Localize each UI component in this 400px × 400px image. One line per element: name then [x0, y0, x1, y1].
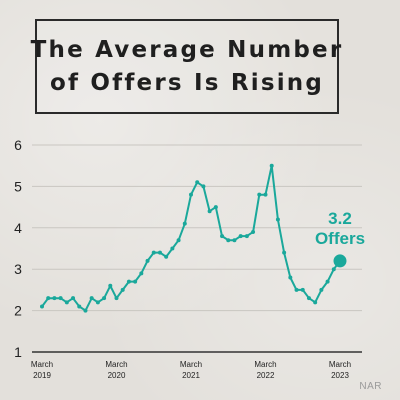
- data-point: [182, 221, 187, 226]
- data-point: [195, 180, 200, 185]
- y-tick-label: 6: [14, 137, 22, 153]
- data-point: [257, 192, 262, 197]
- data-point: [226, 238, 231, 243]
- data-point: [46, 296, 51, 301]
- title-line-2: of Offers Is Rising: [49, 69, 325, 96]
- data-point: [108, 283, 113, 288]
- data-point: [64, 300, 69, 305]
- data-point: [139, 271, 144, 276]
- data-point: [263, 192, 268, 197]
- data-point: [58, 296, 63, 301]
- data-point: [189, 192, 193, 197]
- data-point: [170, 246, 175, 251]
- data-point: [294, 287, 299, 292]
- x-tick-label-month: March: [254, 360, 276, 369]
- data-point: [52, 296, 57, 301]
- title-line-1: The Average Number: [30, 36, 344, 63]
- data-point: [232, 238, 237, 243]
- y-tick-label: 3: [14, 261, 22, 277]
- data-point: [288, 275, 293, 280]
- x-tick-label-year: 2023: [331, 371, 349, 380]
- x-tick-label-month: March: [180, 360, 202, 369]
- data-point: [325, 279, 330, 284]
- data-point: [282, 250, 287, 255]
- data-point: [300, 287, 305, 292]
- data-point: [77, 304, 82, 309]
- data-point: [251, 229, 256, 234]
- x-tick-label-year: 2020: [108, 371, 126, 380]
- data-point: [71, 296, 76, 301]
- data-point: [83, 308, 88, 313]
- data-point: [269, 163, 274, 168]
- x-tick-label-year: 2022: [257, 371, 275, 380]
- data-point: [313, 300, 318, 305]
- y-tick-label: 5: [14, 178, 22, 194]
- y-tick-label: 2: [14, 303, 22, 319]
- data-point: [201, 184, 206, 189]
- data-point: [213, 205, 218, 210]
- data-point: [102, 296, 107, 301]
- data-point: [207, 209, 212, 214]
- x-tick-label-year: 2021: [182, 371, 200, 380]
- x-tick-label-month: March: [105, 360, 127, 369]
- data-point: [95, 300, 100, 305]
- data-point: [331, 267, 336, 272]
- data-point: [238, 234, 243, 239]
- data-point: [244, 234, 249, 239]
- latest-point-marker: [333, 254, 347, 268]
- source-label: NAR: [359, 381, 382, 392]
- data-point: [89, 296, 94, 301]
- data-point: [126, 279, 131, 284]
- x-tick-label-month: March: [329, 360, 351, 369]
- data-point: [164, 254, 169, 259]
- data-point: [120, 287, 125, 292]
- callout-value: 3.2: [328, 209, 352, 228]
- data-point: [145, 258, 150, 263]
- data-point: [151, 250, 156, 255]
- data-point: [157, 250, 162, 255]
- data-point: [133, 279, 138, 284]
- data-point: [220, 234, 225, 239]
- data-point: [319, 287, 324, 292]
- y-tick-label: 1: [14, 344, 22, 360]
- data-point: [176, 238, 181, 243]
- callout-unit: Offers: [315, 229, 365, 248]
- data-point: [40, 304, 44, 309]
- x-tick-label-year: 2019: [33, 371, 51, 380]
- title-box: The Average Number of Offers Is Rising: [31, 19, 341, 114]
- data-point: [306, 296, 311, 301]
- y-tick-label: 4: [14, 220, 22, 236]
- data-point: [275, 217, 280, 222]
- data-point: [114, 296, 119, 301]
- x-tick-label-month: March: [31, 360, 53, 369]
